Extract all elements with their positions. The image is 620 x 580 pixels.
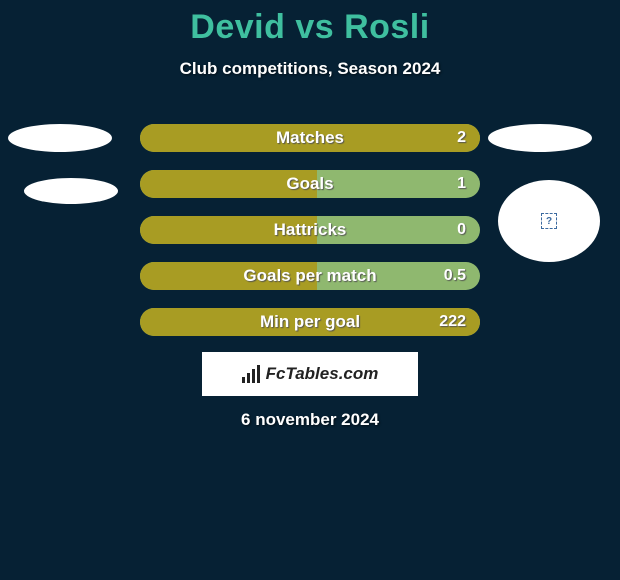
stat-bar: Goals1 — [140, 170, 480, 198]
branding[interactable]: FcTables.com — [202, 352, 418, 396]
stat-bar: Hattricks0 — [140, 216, 480, 244]
stat-value: 1 — [457, 170, 466, 198]
help-icon: ? — [541, 213, 557, 229]
stat-label: Goals — [140, 170, 480, 198]
decor-ellipse — [8, 124, 112, 152]
stat-label: Min per goal — [140, 308, 480, 336]
stat-label: Matches — [140, 124, 480, 152]
stat-bar: Goals per match0.5 — [140, 262, 480, 290]
subtitle: Club competitions, Season 2024 — [0, 59, 620, 79]
stats-container: Matches2Goals1Hattricks0Goals per match0… — [140, 124, 480, 354]
decor-ellipse — [488, 124, 592, 152]
stat-label: Goals per match — [140, 262, 480, 290]
branding-text: FcTables.com — [266, 364, 379, 384]
logo-bars-icon — [242, 365, 260, 383]
badge-circle: ? — [498, 180, 600, 262]
decor-ellipse — [24, 178, 118, 204]
footer-date: 6 november 2024 — [0, 410, 620, 430]
page-title: Devid vs Rosli — [0, 0, 620, 47]
stat-bar: Min per goal222 — [140, 308, 480, 336]
stat-value: 222 — [439, 308, 466, 336]
stat-value: 2 — [457, 124, 466, 152]
stat-label: Hattricks — [140, 216, 480, 244]
stat-value: 0 — [457, 216, 466, 244]
stat-value: 0.5 — [444, 262, 466, 290]
stat-bar: Matches2 — [140, 124, 480, 152]
